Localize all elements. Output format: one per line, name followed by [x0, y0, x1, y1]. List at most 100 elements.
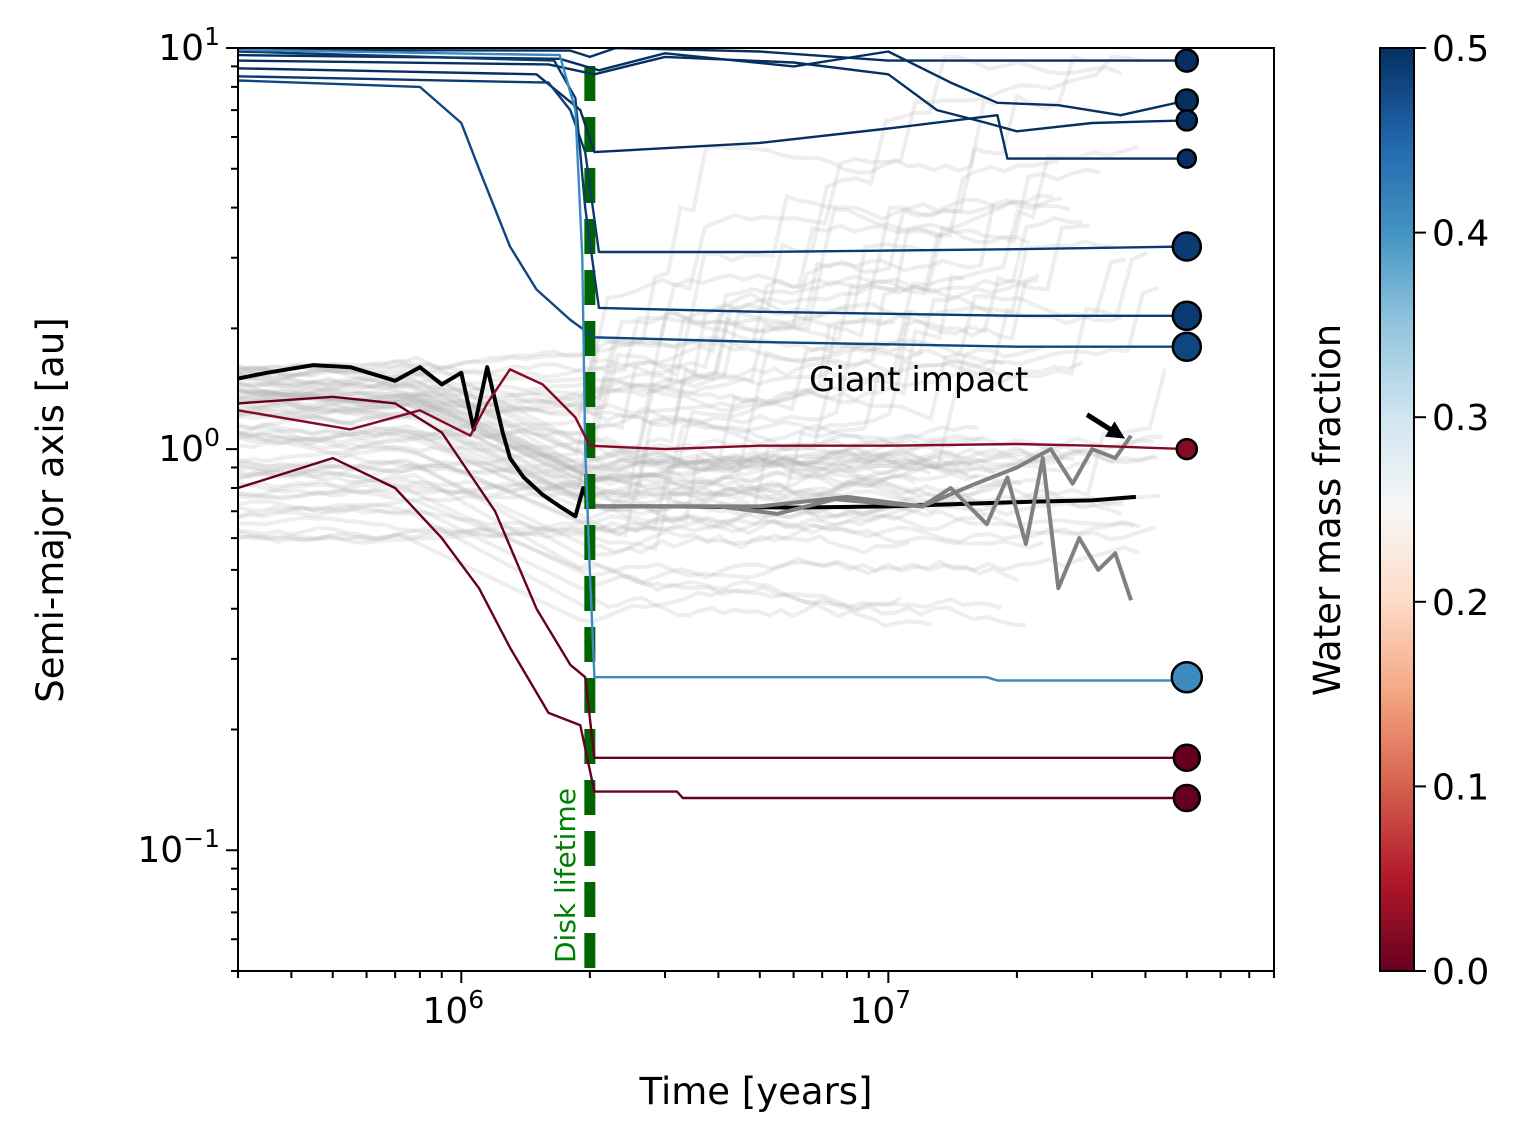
background-trajectory: [238, 422, 1141, 544]
annotation-arrow-head: [1104, 421, 1125, 439]
planet-marker: [1171, 231, 1203, 262]
planet-trajectory: [238, 79, 1187, 348]
planet-marker: [1174, 88, 1200, 113]
background-trajectory: [238, 215, 1083, 397]
x-tick-label: 107: [849, 985, 911, 1032]
planet-trajectory: [238, 395, 1187, 759]
planet-marker: [1170, 660, 1204, 694]
background-trajectory: [238, 317, 896, 417]
background-trajectory: [238, 362, 1091, 473]
background-trajectory: [238, 391, 1075, 482]
disk-lifetime-label: Disk lifetime: [549, 788, 582, 963]
background-trajectory: [238, 482, 1020, 586]
background-trajectory: [238, 368, 916, 493]
y-tick-label: 100: [158, 423, 220, 470]
background-trajectory: [238, 412, 1160, 517]
colorbar-tick-label: 0.1: [1432, 767, 1489, 808]
x-axis: 106 107: [237, 971, 1275, 1032]
background-trajectory: [238, 193, 1062, 482]
y-axis: 10−1 100 101: [137, 22, 238, 972]
background-trajectory: [238, 251, 1148, 545]
background-trajectory: [238, 257, 1127, 435]
colorbar-tick-label: 0.5: [1432, 29, 1489, 70]
background-trajectory: [238, 389, 1065, 476]
background-trajectory: [238, 443, 1123, 535]
background-trajectory: [238, 286, 1159, 513]
final-planet-markers: [1170, 48, 1204, 813]
planet-trajectory: [238, 48, 1187, 62]
background-trajectory: [238, 54, 1089, 452]
planet-trajectory: [238, 456, 1187, 800]
background-trajectory: [238, 310, 1005, 445]
background-trajectory: [238, 462, 1044, 554]
planet-trajectory: [238, 75, 1187, 254]
background-trajectory: [238, 278, 1039, 380]
background-trajectory: [238, 504, 1003, 610]
y-axis-label: Semi-major axis [au]: [29, 317, 72, 702]
planet-trajectory: [238, 50, 1188, 117]
background-trajectory: [238, 273, 1040, 538]
background-trajectory: [238, 273, 965, 410]
background-trajectory: [238, 228, 1031, 388]
background-trajectory: [238, 54, 1142, 404]
x-axis-label: Time [years]: [638, 1070, 872, 1113]
background-trajectory: [238, 376, 1159, 467]
background-trajectory: [238, 423, 1154, 494]
planet-marker: [1172, 783, 1202, 813]
background-trajectory: [238, 387, 1163, 485]
background-trajectory: [238, 144, 1139, 409]
planet-marker: [1172, 743, 1202, 773]
colorbar-label: Water mass fraction: [1306, 324, 1349, 696]
highlighted-trajectory: [589, 456, 1133, 601]
planet-trajectories: [238, 48, 1188, 800]
background-trajectory: [238, 532, 1027, 628]
background-trajectory: [238, 223, 1091, 472]
background-trajectory: [238, 357, 1084, 454]
colorbar-gradient: [1379, 47, 1415, 972]
background-trajectory: [238, 167, 1101, 394]
colorbar-tick-label: 0.3: [1432, 398, 1489, 439]
highlighted-trajectory: [238, 363, 1137, 519]
planet-marker: [1175, 109, 1199, 132]
background-trajectory: [238, 198, 1071, 452]
planet-trajectory: [238, 55, 1187, 133]
colorbar-tick-label: 0.4: [1432, 214, 1489, 255]
background-trajectory: [238, 368, 973, 503]
y-tick-label: 10−1: [137, 824, 220, 871]
giant-impact-annotation: Giant impact: [809, 360, 1125, 439]
planet-trajectory: [238, 48, 1187, 682]
background-trajectory: [238, 54, 1122, 472]
background-trajectories: [238, 54, 1168, 628]
planet-marker: [1175, 437, 1199, 461]
background-trajectory: [238, 239, 1115, 476]
background-trajectory: [238, 399, 1048, 495]
planet-trajectory: [238, 50, 1187, 317]
background-trajectory: [238, 370, 900, 473]
y-tick-label: 101: [158, 22, 220, 69]
background-trajectory: [238, 294, 1123, 478]
background-trajectory: [238, 396, 1009, 505]
background-trajectory: [238, 401, 995, 516]
colorbar: 0.0 0.1 0.2 0.3 0.4 0.5 Water mass fraction: [1306, 29, 1489, 993]
background-trajectory: [238, 468, 902, 611]
planet-trajectory: [238, 67, 1187, 160]
planet-trajectory: [238, 368, 1187, 451]
x-tick-label: 106: [422, 985, 484, 1032]
highlighted-trajectory: [589, 434, 1133, 509]
background-trajectory: [238, 202, 996, 500]
highlighted-trajectories: [238, 363, 1137, 601]
planet-marker: [1176, 148, 1198, 169]
plot-frame: [237, 47, 1275, 972]
background-trajectory: [238, 344, 1046, 541]
background-trajectory: [238, 453, 910, 560]
disk-lifetime-marker: Disk lifetime: [549, 66, 596, 971]
colorbar-tick-label: 0.2: [1432, 583, 1489, 624]
background-trajectory: [238, 380, 969, 477]
background-trajectory: [238, 400, 1023, 488]
background-trajectory: [238, 274, 1012, 419]
background-trajectory: [238, 396, 996, 499]
annotation-text: Giant impact: [809, 360, 1028, 400]
planet-marker: [1174, 48, 1200, 73]
colorbar-ticks: 0.0 0.1 0.2 0.3 0.4 0.5: [1414, 29, 1489, 993]
